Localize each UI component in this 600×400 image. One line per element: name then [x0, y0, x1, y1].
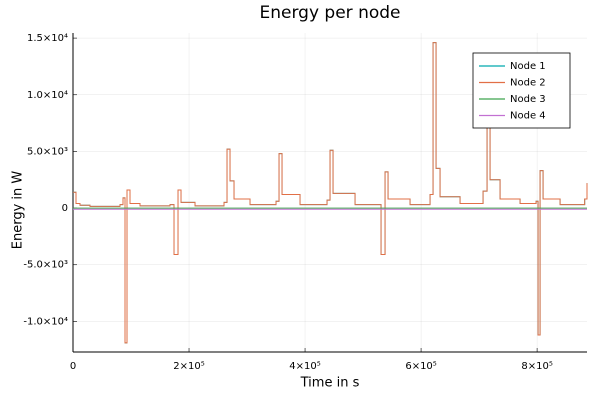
series-line — [73, 42, 588, 344]
y-axis-label: Energy in W — [11, 171, 26, 250]
y-tick-label: 0 — [62, 203, 68, 214]
y-tick-label: 5.0×10³ — [27, 146, 68, 157]
y-tick-label: 1.0×10⁴ — [27, 90, 68, 101]
legend-label: Node 4 — [510, 111, 546, 122]
x-tick-label: 0 — [70, 361, 76, 372]
legend-label: Node 2 — [510, 78, 546, 89]
x-axis-label: Time in s — [300, 376, 360, 391]
x-tick-label: 6×10⁵ — [405, 361, 436, 372]
legend: Node 1 Node 2 Node 3 Node 4 — [472, 52, 571, 129]
x-tick-label: 8×10⁵ — [521, 361, 552, 372]
chart-title: Energy per node — [260, 3, 401, 23]
legend-label: Node 3 — [510, 94, 546, 105]
y-tick-label: 1.5×10⁴ — [27, 33, 68, 44]
y-tick-label: -1.0×10⁴ — [23, 316, 68, 327]
x-tick-label: 4×10⁵ — [289, 361, 320, 372]
y-tick-label: -5.0×10³ — [23, 260, 68, 271]
legend-label: Node 1 — [510, 61, 546, 72]
x-tick-label: 2×10⁵ — [173, 361, 204, 372]
